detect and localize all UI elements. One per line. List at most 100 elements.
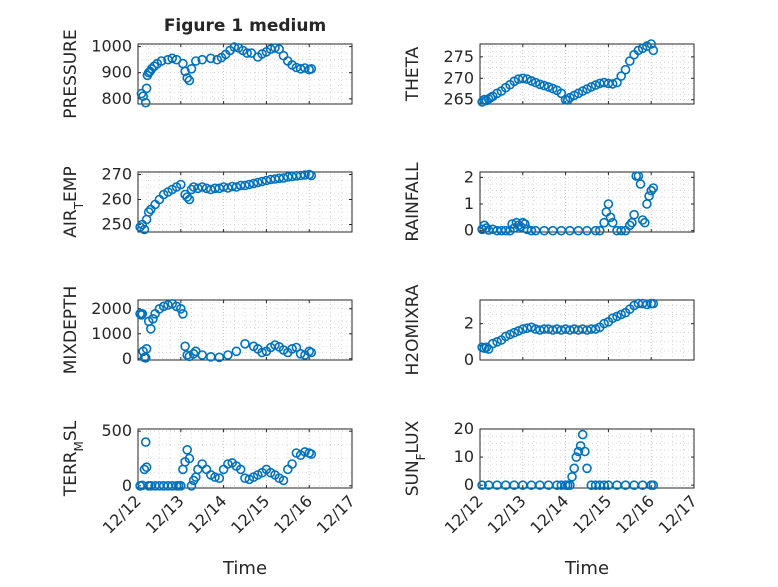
data-point bbox=[231, 346, 242, 357]
x-tick-label: 12/13 bbox=[142, 491, 188, 537]
data-point bbox=[599, 480, 609, 491]
data-point bbox=[261, 175, 272, 186]
axes-box bbox=[479, 43, 695, 105]
data-point bbox=[223, 459, 233, 469]
data-point bbox=[186, 64, 197, 74]
data-point bbox=[156, 56, 167, 66]
data-point bbox=[586, 324, 597, 334]
data-point bbox=[214, 352, 225, 363]
data-point bbox=[300, 63, 310, 73]
x-tick-label: 12/16 bbox=[612, 491, 658, 537]
data-point bbox=[210, 472, 220, 482]
data-point bbox=[206, 53, 216, 64]
data-point bbox=[229, 42, 240, 52]
data-point bbox=[607, 79, 618, 89]
x-tick-label: 12/15 bbox=[569, 491, 615, 537]
y-tick-label: 500 bbox=[101, 421, 132, 440]
data-point bbox=[184, 194, 195, 205]
data-point bbox=[197, 182, 207, 192]
x-tick-label: 12/17 bbox=[655, 491, 701, 537]
y-tick-label: 800 bbox=[101, 89, 132, 108]
data-point bbox=[487, 224, 498, 235]
y-tick-label: 260 bbox=[101, 190, 132, 209]
data-point bbox=[535, 79, 545, 90]
ylabel-row3-right: H2OMIXRA bbox=[403, 284, 423, 375]
y-tick-label: 265 bbox=[443, 90, 474, 109]
y-tick-label: 0 bbox=[122, 349, 132, 368]
y-tick-label: 275 bbox=[443, 47, 474, 66]
data-point bbox=[248, 178, 259, 189]
data-point bbox=[565, 480, 575, 491]
x-tick-label: 12/14 bbox=[526, 491, 572, 537]
data-point bbox=[141, 83, 152, 94]
data-point bbox=[607, 313, 618, 324]
axes-box bbox=[137, 299, 353, 361]
data-point bbox=[300, 170, 310, 180]
data-point bbox=[573, 446, 584, 457]
data-point bbox=[522, 74, 532, 84]
data-point bbox=[186, 184, 197, 195]
data-point bbox=[582, 463, 592, 474]
data-point bbox=[274, 44, 285, 55]
subplot-row1-left: 800 900 1000 PRESSURE bbox=[61, 29, 353, 119]
data-point bbox=[639, 217, 650, 228]
data-point bbox=[295, 348, 306, 359]
subplot-row3-left: 0 1000 2000 MIXDEPTH bbox=[61, 286, 353, 375]
data-point bbox=[150, 199, 160, 210]
data-point bbox=[186, 480, 197, 491]
y-tick-label: 0 bbox=[464, 350, 474, 369]
data-point bbox=[526, 225, 537, 236]
y-tick-label: 900 bbox=[101, 63, 132, 82]
data-point bbox=[530, 77, 541, 88]
x-tick-label: 12/12 bbox=[99, 491, 145, 537]
x-tick-label: 12/12 bbox=[441, 491, 487, 537]
y-tick-label: 250 bbox=[101, 215, 132, 234]
data-point bbox=[167, 53, 177, 64]
ylabel-row3-left: MIXDEPTH bbox=[61, 286, 81, 375]
ylabel-row2-left: AIRTEMP bbox=[61, 166, 86, 237]
data-point bbox=[648, 298, 659, 309]
y-tick-label: 1000 bbox=[91, 37, 132, 56]
y-tick-label: 0 bbox=[122, 476, 132, 495]
data-point bbox=[543, 82, 554, 92]
data-point bbox=[616, 309, 627, 320]
data-point bbox=[513, 326, 524, 336]
data-point bbox=[580, 446, 590, 457]
data-point bbox=[141, 462, 152, 473]
figure-title: Figure 1 medium bbox=[164, 16, 326, 36]
data-point bbox=[137, 308, 148, 319]
xlabel-left: Time bbox=[222, 558, 267, 579]
axes-box bbox=[137, 43, 353, 105]
data-point bbox=[624, 220, 635, 231]
y-tick-label: 2 bbox=[464, 314, 474, 333]
data-point bbox=[218, 464, 229, 475]
data-point bbox=[571, 452, 582, 462]
data-point bbox=[191, 56, 201, 66]
data-point bbox=[601, 207, 612, 217]
data-point bbox=[150, 308, 160, 319]
data-point bbox=[577, 429, 588, 440]
data-point bbox=[278, 475, 289, 486]
data-point bbox=[569, 463, 580, 474]
subplot-row1-right: 265 270 275 THETA bbox=[403, 39, 695, 109]
data-point bbox=[176, 480, 186, 491]
data-point bbox=[240, 338, 250, 349]
data-point bbox=[648, 45, 659, 56]
data-point bbox=[642, 299, 652, 310]
data-point bbox=[306, 449, 317, 459]
y-tick-label: 1 bbox=[464, 194, 474, 213]
data-point bbox=[492, 336, 502, 347]
data-point bbox=[180, 341, 190, 352]
x-tick-label: 12/17 bbox=[313, 491, 359, 537]
data-point bbox=[140, 352, 151, 363]
data-point bbox=[306, 347, 317, 358]
data-point bbox=[257, 347, 267, 358]
data-point bbox=[517, 324, 528, 334]
data-point bbox=[141, 343, 152, 354]
data-point bbox=[223, 350, 233, 360]
axes-box bbox=[479, 428, 695, 489]
